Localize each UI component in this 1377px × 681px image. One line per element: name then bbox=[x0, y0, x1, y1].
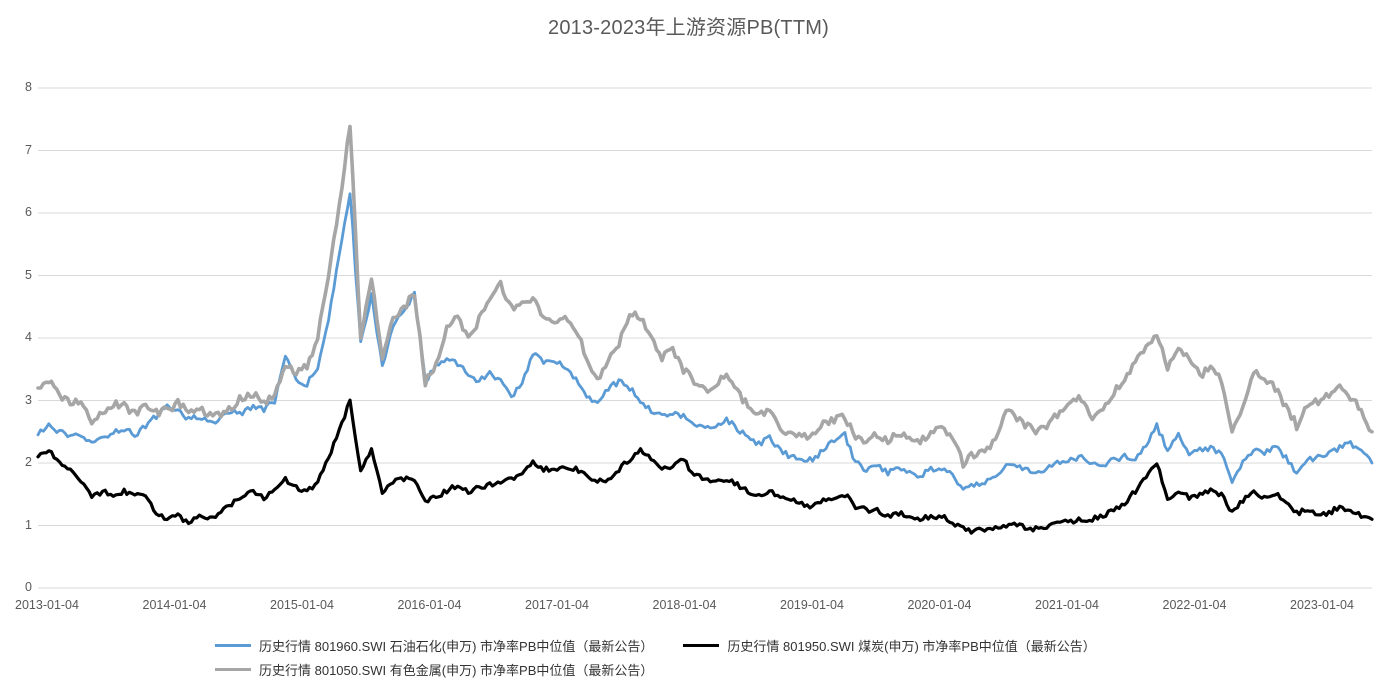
series-line-petroleum-petrochemical bbox=[36, 192, 1374, 491]
chart-title: 2013-2023年上游资源PB(TTM) bbox=[548, 17, 829, 39]
x-tick-label: 2022-01-04 bbox=[1162, 598, 1227, 612]
chart-legend: 历史行情 801960.SWI 石油石化(申万) 市净率PB中位值（最新公告） … bbox=[215, 636, 1096, 681]
legend-row-1: 历史行情 801960.SWI 石油石化(申万) 市净率PB中位值（最新公告） … bbox=[215, 636, 1096, 655]
y-tick-label: 1 bbox=[25, 517, 32, 532]
x-tick-label: 2015-01-04 bbox=[270, 598, 334, 612]
legend-row-2: 历史行情 801050.SWI 有色金属(申万) 市净率PB中位值（最新公告） bbox=[215, 660, 1096, 679]
y-tick-label: 8 bbox=[25, 80, 32, 94]
legend-line-sample-nonferrous bbox=[215, 667, 251, 672]
x-tick-label: 2019-01-04 bbox=[780, 598, 844, 612]
legend-label-nonferrous: 历史行情 801050.SWI 有色金属(申万) 市净率PB中位值（最新公告） bbox=[259, 663, 654, 678]
x-tick-label: 2021-01-04 bbox=[1035, 598, 1099, 612]
y-tick-label: 0 bbox=[25, 580, 32, 594]
legend-label-petroleum: 历史行情 801960.SWI 石油石化(申万) 市净率PB中位值（最新公告） bbox=[259, 639, 654, 654]
legend-label-coal: 历史行情 801950.SWI 煤炭(申万) 市净率PB中位值（最新公告） bbox=[727, 639, 1096, 654]
y-tick-label: 2 bbox=[25, 455, 32, 469]
x-tick-label: 2013-01-04 bbox=[15, 598, 79, 612]
x-tick-label: 2017-01-04 bbox=[525, 598, 589, 612]
x-tick-label: 2018-01-04 bbox=[652, 598, 717, 612]
y-tick-label: 6 bbox=[25, 205, 32, 219]
legend-item-petroleum: 历史行情 801960.SWI 石油石化(申万) 市净率PB中位值（最新公告） bbox=[215, 636, 653, 655]
x-tick-label: 2014-01-04 bbox=[142, 598, 207, 612]
legend-line-sample-coal bbox=[683, 643, 720, 648]
y-tick-label: 4 bbox=[25, 330, 32, 344]
x-tick-label: 2023-01-04 bbox=[1290, 598, 1354, 612]
legend-line-sample-petroleum bbox=[215, 643, 251, 648]
y-tick-label: 7 bbox=[25, 142, 32, 157]
series-line-nonferrous-metals bbox=[36, 124, 1374, 469]
legend-item-coal: 历史行情 801950.SWI 煤炭(申万) 市净率PB中位值（最新公告） bbox=[683, 636, 1096, 655]
series-line-coal bbox=[36, 398, 1374, 535]
y-tick-label: 3 bbox=[25, 392, 32, 407]
x-tick-label: 2020-01-04 bbox=[907, 598, 972, 612]
x-tick-label: 2016-01-04 bbox=[397, 598, 462, 612]
y-tick-label: 5 bbox=[25, 267, 32, 282]
legend-item-nonferrous: 历史行情 801050.SWI 有色金属(申万) 市净率PB中位值（最新公告） bbox=[215, 660, 653, 679]
